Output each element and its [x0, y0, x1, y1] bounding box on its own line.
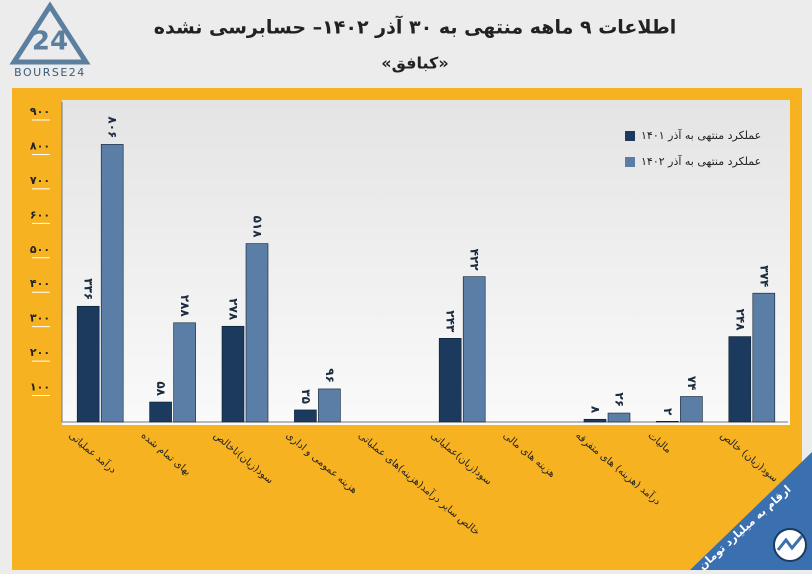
legend-swatch [625, 157, 635, 167]
value-label: ۲۶ [613, 392, 627, 407]
value-label: ۳۷۴ [757, 265, 771, 287]
bar [680, 396, 703, 423]
logo-triangle [9, 1, 91, 65]
value-label: ۲ [661, 408, 675, 416]
value-label: ۲۴۳ [444, 310, 458, 333]
plot-area [62, 100, 790, 425]
y-tick-label: ۷۰۰ [30, 174, 50, 187]
y-tick-label: ۹۰۰ [30, 105, 50, 118]
y-tick-label: ۸۰۰ [30, 139, 50, 152]
logo-mark: 24 [32, 27, 68, 57]
legend-label: عملکرد منتهی به آذر ۱۴۰۱ [641, 128, 761, 142]
y-tick-label: ۶۰۰ [30, 208, 50, 221]
value-label: ۵۸ [154, 381, 168, 396]
bar [221, 325, 245, 423]
value-label: ۴۲۲ [468, 249, 482, 272]
y-tick-label: ۳۰۰ [30, 312, 50, 325]
header-bg [0, 0, 812, 88]
bar [728, 336, 752, 423]
note-icon-line [776, 535, 804, 551]
y-tick-label: ۲۰۰ [30, 346, 50, 359]
bar [173, 322, 196, 423]
logo-text: BOURSE24 [14, 66, 86, 79]
bar [294, 409, 317, 423]
bar [149, 401, 172, 423]
y-tick-label: ۵۰۰ [30, 243, 50, 256]
value-label: ۷۴ [685, 376, 699, 391]
bar [245, 243, 269, 423]
bar [583, 418, 607, 423]
y-tick-label: ۱۰۰ [30, 381, 50, 394]
bar [100, 144, 124, 423]
bar [438, 337, 462, 423]
legend-swatch [625, 131, 635, 141]
legend-label: عملکرد منتهی به آذر ۱۴۰۲ [641, 154, 761, 168]
value-label: ۸۰۶ [106, 116, 120, 138]
bar [656, 421, 679, 423]
value-label: ۲۸۸ [178, 295, 192, 318]
bar [752, 292, 776, 423]
value-label: ۳۵ [299, 389, 313, 404]
bar [607, 412, 631, 423]
chart-subtitle: «کبافق» [381, 54, 448, 73]
value-label: ۸ [589, 406, 603, 414]
chart-title: اطلاعات ۹ ماهه منتهی به ۳۰ آذر ۱۴۰۲– حسا… [154, 15, 676, 39]
value-label: ۵۱۸ [251, 216, 265, 239]
value-label: ۳۳۶ [82, 278, 96, 300]
bar [76, 305, 100, 423]
bar [462, 276, 486, 423]
logo: 24 BOURSE24 [9, 1, 91, 79]
bar [318, 388, 341, 423]
value-label: ۲۷۸ [227, 298, 241, 321]
y-tick-label: ۴۰۰ [30, 277, 50, 290]
value-label: ۲۴۸ [733, 309, 747, 332]
value-label: ۹۶ [323, 368, 337, 383]
